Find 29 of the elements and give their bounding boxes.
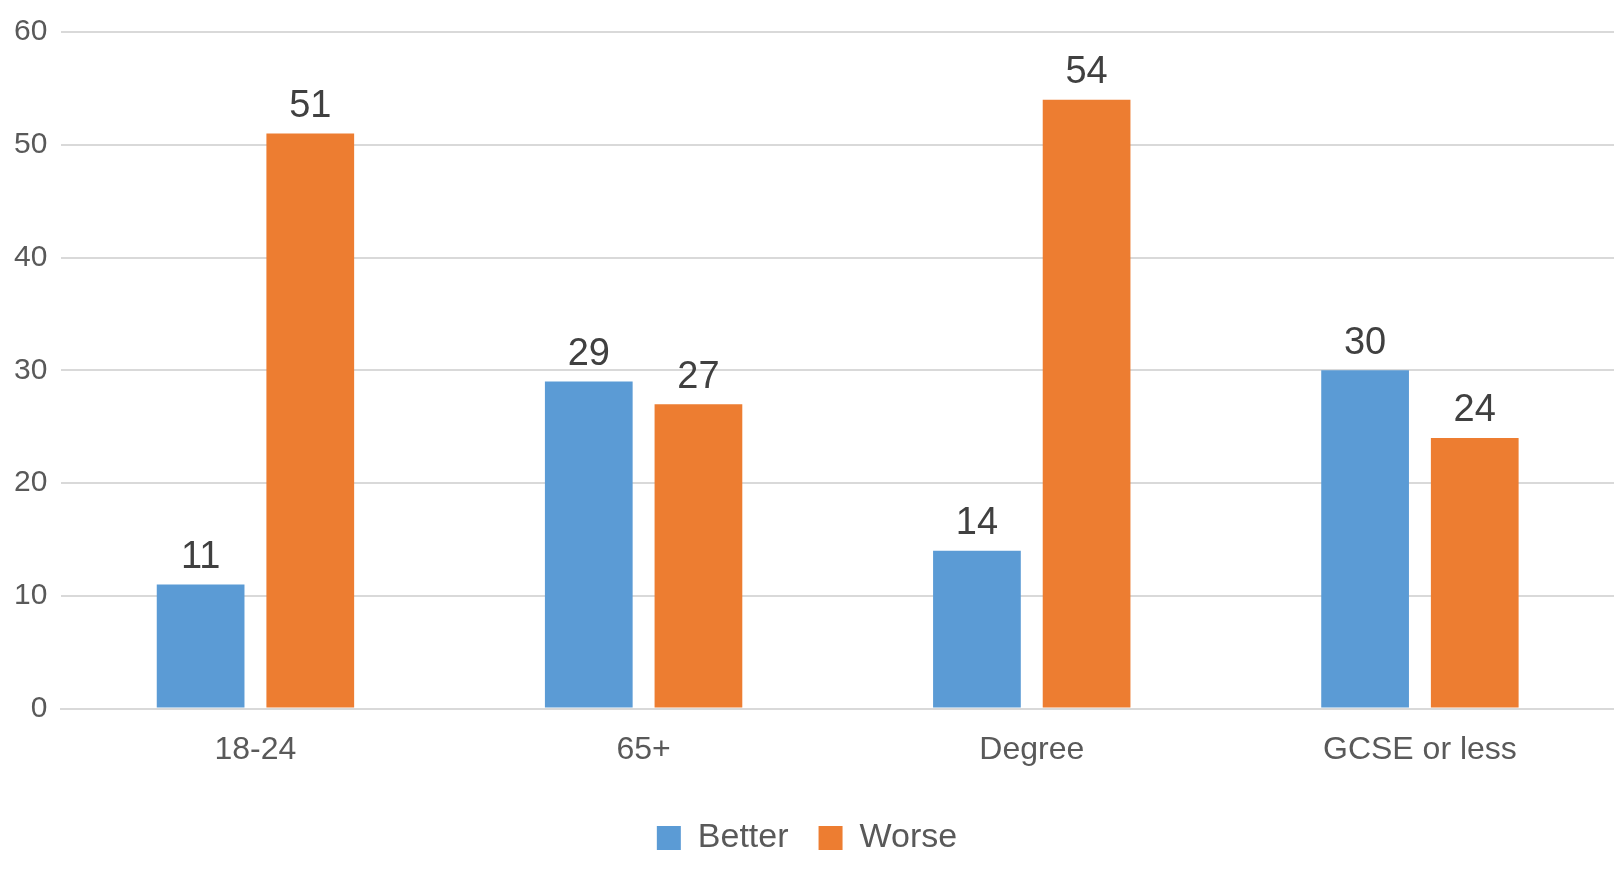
y-tick-label: 60 — [13, 13, 48, 47]
data-label: 24 — [1453, 387, 1496, 430]
bar — [654, 404, 743, 708]
bar — [266, 133, 355, 708]
bar — [1430, 437, 1519, 708]
y-tick-label: 20 — [13, 464, 48, 498]
bar — [544, 381, 633, 708]
y-tick-label: 40 — [13, 238, 48, 272]
bar — [156, 584, 245, 708]
bar — [933, 550, 1021, 708]
bar — [1321, 370, 1409, 708]
data-label: 29 — [567, 331, 610, 374]
y-tick-label: 50 — [13, 126, 48, 160]
y-tick-label: 30 — [13, 351, 48, 385]
data-label: 11 — [180, 534, 221, 577]
data-label: 30 — [1343, 319, 1387, 362]
data-label: 14 — [955, 500, 999, 543]
bar — [1042, 99, 1131, 708]
data-label: 27 — [677, 353, 720, 396]
y-tick-label: 0 — [30, 689, 48, 723]
x-tick-label: GCSE or less — [1323, 729, 1517, 766]
data-label: 51 — [289, 82, 332, 125]
x-tick-label: 18-24 — [214, 729, 297, 766]
y-tick-label: 10 — [13, 577, 48, 611]
legend-label: Better — [697, 816, 789, 855]
x-tick-label: 65+ — [616, 729, 671, 766]
x-tick-label: Degree — [979, 729, 1085, 766]
legend-label: Worse — [859, 816, 958, 855]
data-label: 54 — [1065, 49, 1108, 92]
